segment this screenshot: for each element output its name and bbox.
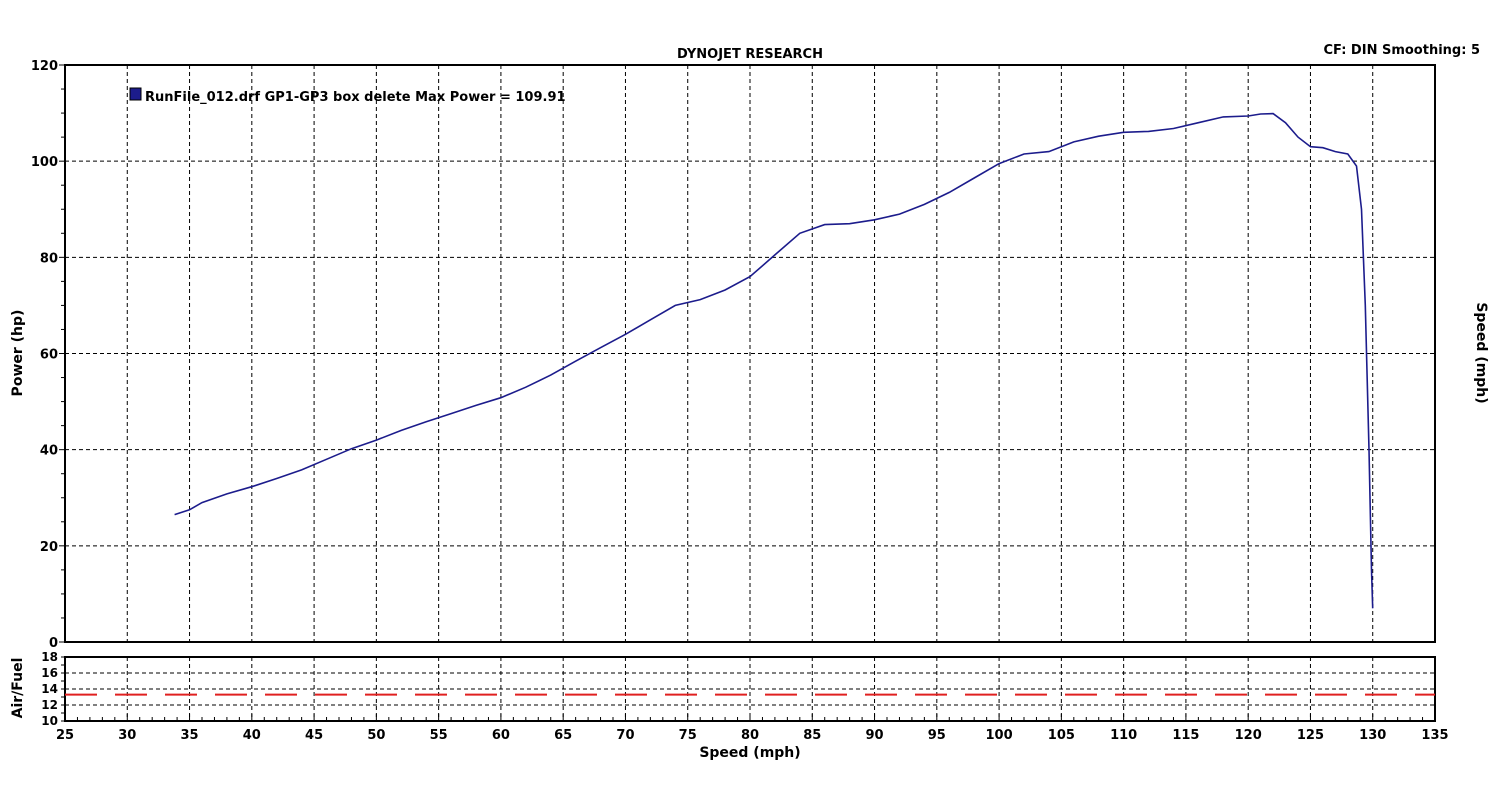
y2-axis-label: Speed (mph) — [1473, 302, 1489, 403]
y-tick-label: 100 — [31, 155, 58, 170]
y-tick-label: 60 — [40, 348, 58, 363]
y-tick-label: 20 — [40, 540, 58, 555]
x-tick-label: 125 — [1297, 728, 1324, 743]
x-tick-label: 105 — [1048, 728, 1075, 743]
afr-axis-label: Air/Fuel — [10, 658, 26, 719]
chart-title: DYNOJET RESEARCH — [677, 47, 823, 62]
legend-swatch — [129, 87, 142, 101]
x-tick-label: 130 — [1359, 728, 1386, 743]
x-tick-label: 40 — [243, 728, 261, 743]
x-tick-label: 120 — [1235, 728, 1262, 743]
afr-tick-label: 10 — [41, 714, 58, 728]
y-axis-label: Power (hp) — [10, 310, 26, 397]
x-tick-label: 60 — [492, 728, 510, 743]
x-tick-label: 95 — [928, 728, 946, 743]
x-tick-label: 50 — [367, 728, 385, 743]
x-tick-label: 110 — [1110, 728, 1137, 743]
x-axis-label: Speed (mph) — [699, 745, 800, 761]
x-tick-label: 65 — [554, 728, 572, 743]
afr-tick-label: 12 — [41, 698, 58, 712]
afr-tick-label: 18 — [41, 650, 58, 664]
x-tick-label: 55 — [430, 728, 448, 743]
power-series-line — [174, 112, 1374, 609]
x-tick-label: 85 — [803, 728, 821, 743]
afr-tick-label: 16 — [41, 666, 58, 680]
x-tick-label: 45 — [305, 728, 323, 743]
y-tick-label: 40 — [40, 444, 58, 459]
x-tick-label: 35 — [180, 728, 198, 743]
axis-ticks — [59, 64, 1436, 722]
x-tick-label: 100 — [986, 728, 1013, 743]
x-tick-label: 115 — [1172, 728, 1199, 743]
y-tick-label: 80 — [40, 251, 58, 266]
grid-lines — [65, 65, 1435, 721]
y-tick-label: 120 — [31, 59, 58, 74]
tick-labels: 25 30 35 40 45 50 55 60 65 70 75 80 85 90 95 100 105 110 1… — [31, 59, 1449, 743]
x-tick-label: 30 — [118, 728, 136, 743]
legend-label: RunFile_012.drf GP1-GP3 box delete Max P… — [145, 90, 566, 105]
afr-tick-label: 14 — [41, 682, 58, 696]
x-tick-label: 70 — [616, 728, 634, 743]
x-tick-label: 75 — [679, 728, 697, 743]
x-tick-label: 80 — [741, 728, 759, 743]
x-tick-label: 90 — [865, 728, 883, 743]
settings-text: CF: DIN Smoothing: 5 — [1324, 43, 1481, 58]
x-tick-label: 135 — [1421, 728, 1448, 743]
x-tick-label: 25 — [56, 728, 74, 743]
y-tick-label: 0 — [49, 636, 58, 651]
